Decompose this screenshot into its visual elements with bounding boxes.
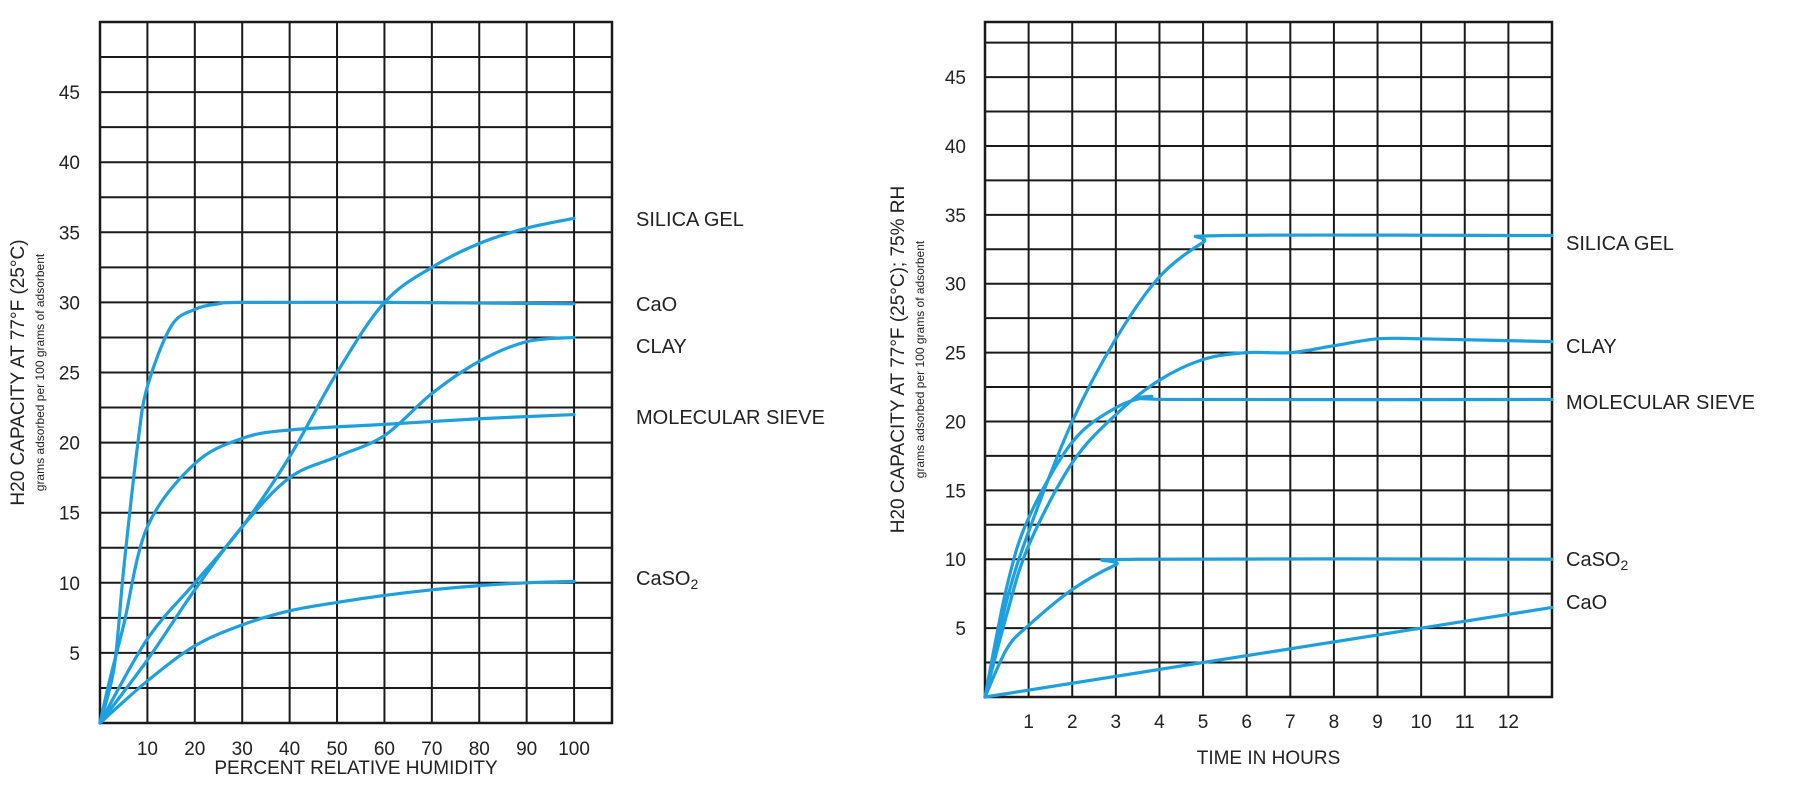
right-x-tick-label: 1 [1023, 712, 1034, 733]
left-plot-frame [98, 20, 614, 725]
left-y-tick-label: 40 [59, 153, 80, 174]
left-x-tick-label: 50 [326, 739, 347, 760]
left-x-tick-label: 10 [137, 739, 158, 760]
right-x-tick-label: 7 [1285, 712, 1296, 733]
left-x-axis-title: PERCENT RELATIVE HUMIDITY [214, 758, 498, 779]
left-x-tick-label: 70 [421, 739, 442, 760]
left-series-label-silica-gel: SILICA GEL [636, 209, 744, 231]
left-x-tick-label: 80 [469, 739, 490, 760]
right-x-tick-label: 6 [1241, 712, 1252, 733]
right-series-line-silica-gel [983, 233, 1554, 699]
right-y-tick-label: 20 [945, 412, 966, 433]
right-plot-frame [983, 20, 1554, 699]
left-x-tick-label: 30 [232, 739, 253, 760]
left-y-axis-title: H20 CAPACITY AT 77°F (25°C) [8, 239, 29, 505]
right-y-tick-label: 35 [945, 206, 966, 227]
right-series-line-molecular-sieve [983, 394, 1554, 699]
left-x-tick-label: 60 [374, 739, 395, 760]
left-y-tick-label: 20 [59, 434, 80, 455]
left-series-label-clay: CLAY [636, 336, 687, 358]
right-series-label-silica-gel: SILICA GEL [1566, 233, 1674, 255]
left-y-tick-label: 10 [59, 574, 80, 595]
right-y-tick-label: 10 [945, 550, 966, 571]
left-series-label-caso2: CaSO2 [636, 568, 698, 592]
right-x-tick-label: 5 [1198, 712, 1209, 733]
left-x-tick-label: 40 [279, 739, 300, 760]
right-x-tick-label: 3 [1111, 712, 1122, 733]
right-series-label-caso2: CaSO2 [1566, 549, 1628, 573]
left-series-line-caso2 [98, 579, 576, 725]
left-series-label-molecular-sieve: MOLECULAR SIEVE [636, 407, 825, 429]
left-y-tick-label: 35 [59, 223, 80, 244]
right-series-line-cao [983, 605, 1554, 699]
left-y-tick-label: 15 [59, 504, 80, 525]
right-y-tick-label: 5 [955, 619, 966, 640]
right-y-tick-label: 15 [945, 481, 966, 502]
left-y-tick-label: 30 [59, 293, 80, 314]
right-y-axis-title: H20 CAPACITY AT 77°F (25°C); 75% RH [888, 186, 909, 533]
right-series-line-clay [983, 336, 1554, 699]
right-series-line-caso2 [983, 557, 1554, 699]
right-y-tick-label: 30 [945, 275, 966, 296]
right-y-tick-label: 45 [945, 68, 966, 89]
right-y-tick-label: 25 [945, 344, 966, 365]
right-y-axis-subtitle: grams adsorbed per 100 grams of adsorben… [913, 240, 927, 478]
left-y-tick-label: 25 [59, 364, 80, 385]
right-x-tick-label: 8 [1329, 712, 1340, 733]
left-series-label-cao: CaO [636, 294, 677, 316]
left-chart-rh: 10 20 30 40 50 60 70 80 90 100 5 10 15 20 25 30 35 40 45 PE… [8, 20, 825, 779]
right-x-tick-label: 9 [1372, 712, 1383, 733]
right-grid [985, 22, 1552, 697]
right-x-axis-title: TIME IN HOURS [1197, 748, 1341, 769]
right-series-label-clay: CLAY [1566, 336, 1617, 358]
left-series-line-silica-gel [98, 216, 576, 725]
right-x-tick-label: 12 [1498, 712, 1519, 733]
right-x-tick-label: 2 [1067, 712, 1078, 733]
right-series-label-cao: CaO [1566, 592, 1607, 614]
right-y-tick-label: 40 [945, 137, 966, 158]
left-x-tick-label: 90 [516, 739, 537, 760]
left-series-line-cao [98, 300, 576, 725]
right-series-label-molecular-sieve: MOLECULAR SIEVE [1566, 392, 1755, 414]
left-series-line-molecular-sieve [98, 412, 576, 725]
right-x-tick-label: 11 [1455, 712, 1475, 733]
left-series-line-clay [98, 335, 576, 725]
left-grid [100, 22, 612, 723]
right-x-tick-label: 10 [1411, 712, 1432, 733]
left-y-axis-subtitle: grams adsorbed per 100 grams of adsorben… [33, 253, 47, 491]
right-x-tick-label: 4 [1154, 712, 1165, 733]
left-x-tick-label: 20 [184, 739, 205, 760]
left-x-tick-label: 100 [558, 739, 590, 760]
left-y-tick-label: 5 [69, 644, 80, 665]
left-y-tick-label: 45 [59, 83, 80, 104]
